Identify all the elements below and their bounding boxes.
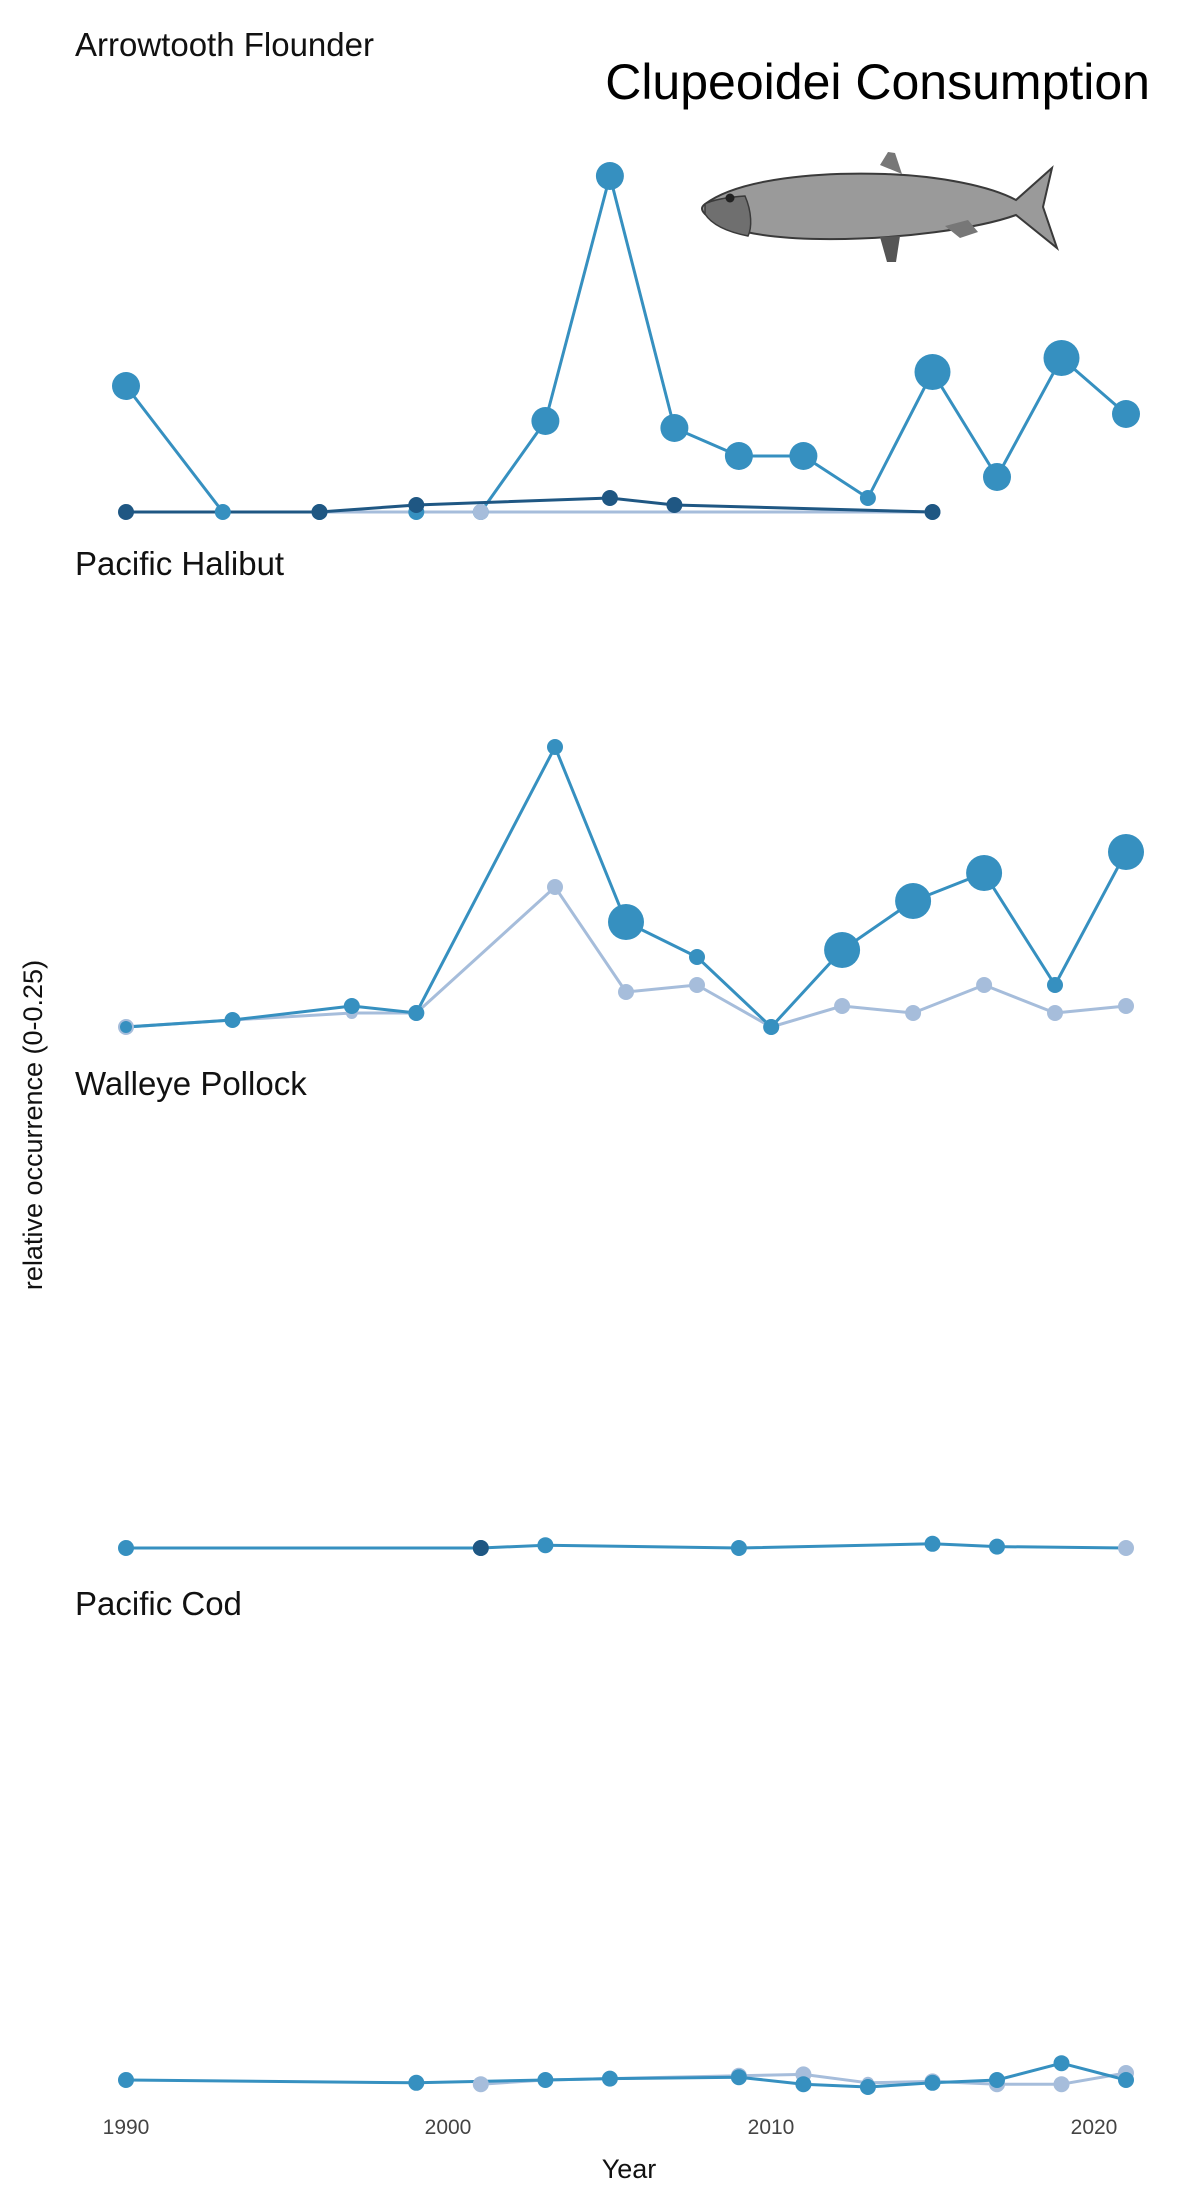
data-point bbox=[547, 739, 563, 755]
x-tick-label: 2020 bbox=[1071, 2116, 1118, 2139]
data-point bbox=[1118, 2072, 1134, 2088]
data-point bbox=[924, 2074, 941, 2091]
panel-arrowtooth-flounder: Arrowtooth Flounder bbox=[75, 26, 1140, 520]
data-point bbox=[795, 2076, 812, 2093]
data-point bbox=[859, 490, 876, 506]
x-axis-title: Year bbox=[602, 2154, 657, 2184]
data-point bbox=[1053, 2076, 1070, 2093]
data-point bbox=[666, 497, 683, 513]
data-point bbox=[537, 1537, 554, 1554]
data-point bbox=[472, 1540, 489, 1556]
data-point bbox=[660, 414, 689, 442]
data-point bbox=[1112, 400, 1140, 428]
data-point bbox=[1043, 340, 1080, 376]
data-point bbox=[730, 2069, 747, 2086]
data-point bbox=[547, 879, 563, 895]
series-line bbox=[126, 496, 933, 514]
data-point bbox=[914, 354, 951, 390]
data-point bbox=[537, 2072, 554, 2088]
panel-title: Arrowtooth Flounder bbox=[75, 26, 374, 63]
data-point bbox=[472, 504, 489, 520]
panel-pacific-cod: Pacific Cod bbox=[75, 1585, 1134, 2095]
data-point bbox=[1118, 998, 1134, 1014]
panel-title: Pacific Cod bbox=[75, 1585, 242, 1622]
data-point bbox=[1108, 834, 1144, 870]
data-point bbox=[1118, 1540, 1134, 1556]
data-point bbox=[408, 497, 425, 513]
y-axis-title: relative occurrence (0-0.25) bbox=[18, 960, 48, 1290]
data-point bbox=[1047, 977, 1063, 993]
x-tick-label: 2010 bbox=[748, 2116, 795, 2139]
x-tick-label: 1990 bbox=[103, 2116, 150, 2139]
data-point bbox=[976, 977, 993, 993]
panel-pacific-halibut: Pacific Halibut bbox=[75, 545, 1144, 1035]
data-point bbox=[895, 883, 932, 919]
x-axis: 1990 2000 2010 2020 Year bbox=[103, 2116, 1118, 2184]
data-point bbox=[824, 932, 861, 968]
chart-title: Clupeoidei Consumption bbox=[605, 54, 1150, 110]
panel-title: Pacific Halibut bbox=[75, 545, 284, 582]
data-point bbox=[989, 2072, 1005, 2088]
data-point bbox=[989, 1538, 1005, 1555]
data-point bbox=[608, 904, 644, 940]
data-point bbox=[472, 2076, 489, 2093]
data-point bbox=[311, 504, 328, 520]
data-point bbox=[905, 1005, 922, 1021]
data-point bbox=[601, 2070, 618, 2087]
panels: Arrowtooth Flounder Pacific Halibut Walley… bbox=[75, 26, 1144, 2095]
data-point bbox=[924, 1535, 941, 1552]
data-point bbox=[120, 1021, 132, 1033]
data-point bbox=[531, 407, 560, 435]
data-point bbox=[859, 2079, 876, 2095]
data-point bbox=[730, 1540, 747, 1556]
data-point bbox=[408, 2074, 425, 2091]
x-tick-label: 2000 bbox=[425, 2116, 472, 2139]
data-point bbox=[983, 463, 1011, 491]
data-point bbox=[118, 2072, 134, 2088]
panel-walleye-pollock: Walleye Pollock bbox=[75, 1065, 1134, 1556]
data-point bbox=[224, 1012, 241, 1028]
data-point bbox=[689, 949, 705, 965]
data-point bbox=[789, 442, 818, 470]
data-point bbox=[214, 504, 231, 520]
data-point bbox=[343, 998, 360, 1014]
data-point bbox=[408, 1005, 425, 1021]
data-point bbox=[118, 504, 134, 520]
data-point bbox=[618, 984, 634, 1000]
data-point bbox=[763, 1019, 780, 1035]
data-point bbox=[118, 1540, 134, 1556]
panel-title: Walleye Pollock bbox=[75, 1065, 307, 1102]
data-point bbox=[112, 372, 140, 400]
data-point bbox=[601, 490, 618, 506]
data-point bbox=[689, 977, 705, 993]
data-point bbox=[1053, 2055, 1070, 2072]
data-point bbox=[924, 504, 941, 520]
data-point bbox=[834, 998, 851, 1014]
data-point bbox=[724, 442, 753, 470]
data-point bbox=[595, 162, 624, 190]
data-point bbox=[1047, 1005, 1063, 1021]
herring-illustration bbox=[701, 152, 1060, 262]
data-point bbox=[966, 855, 1003, 891]
